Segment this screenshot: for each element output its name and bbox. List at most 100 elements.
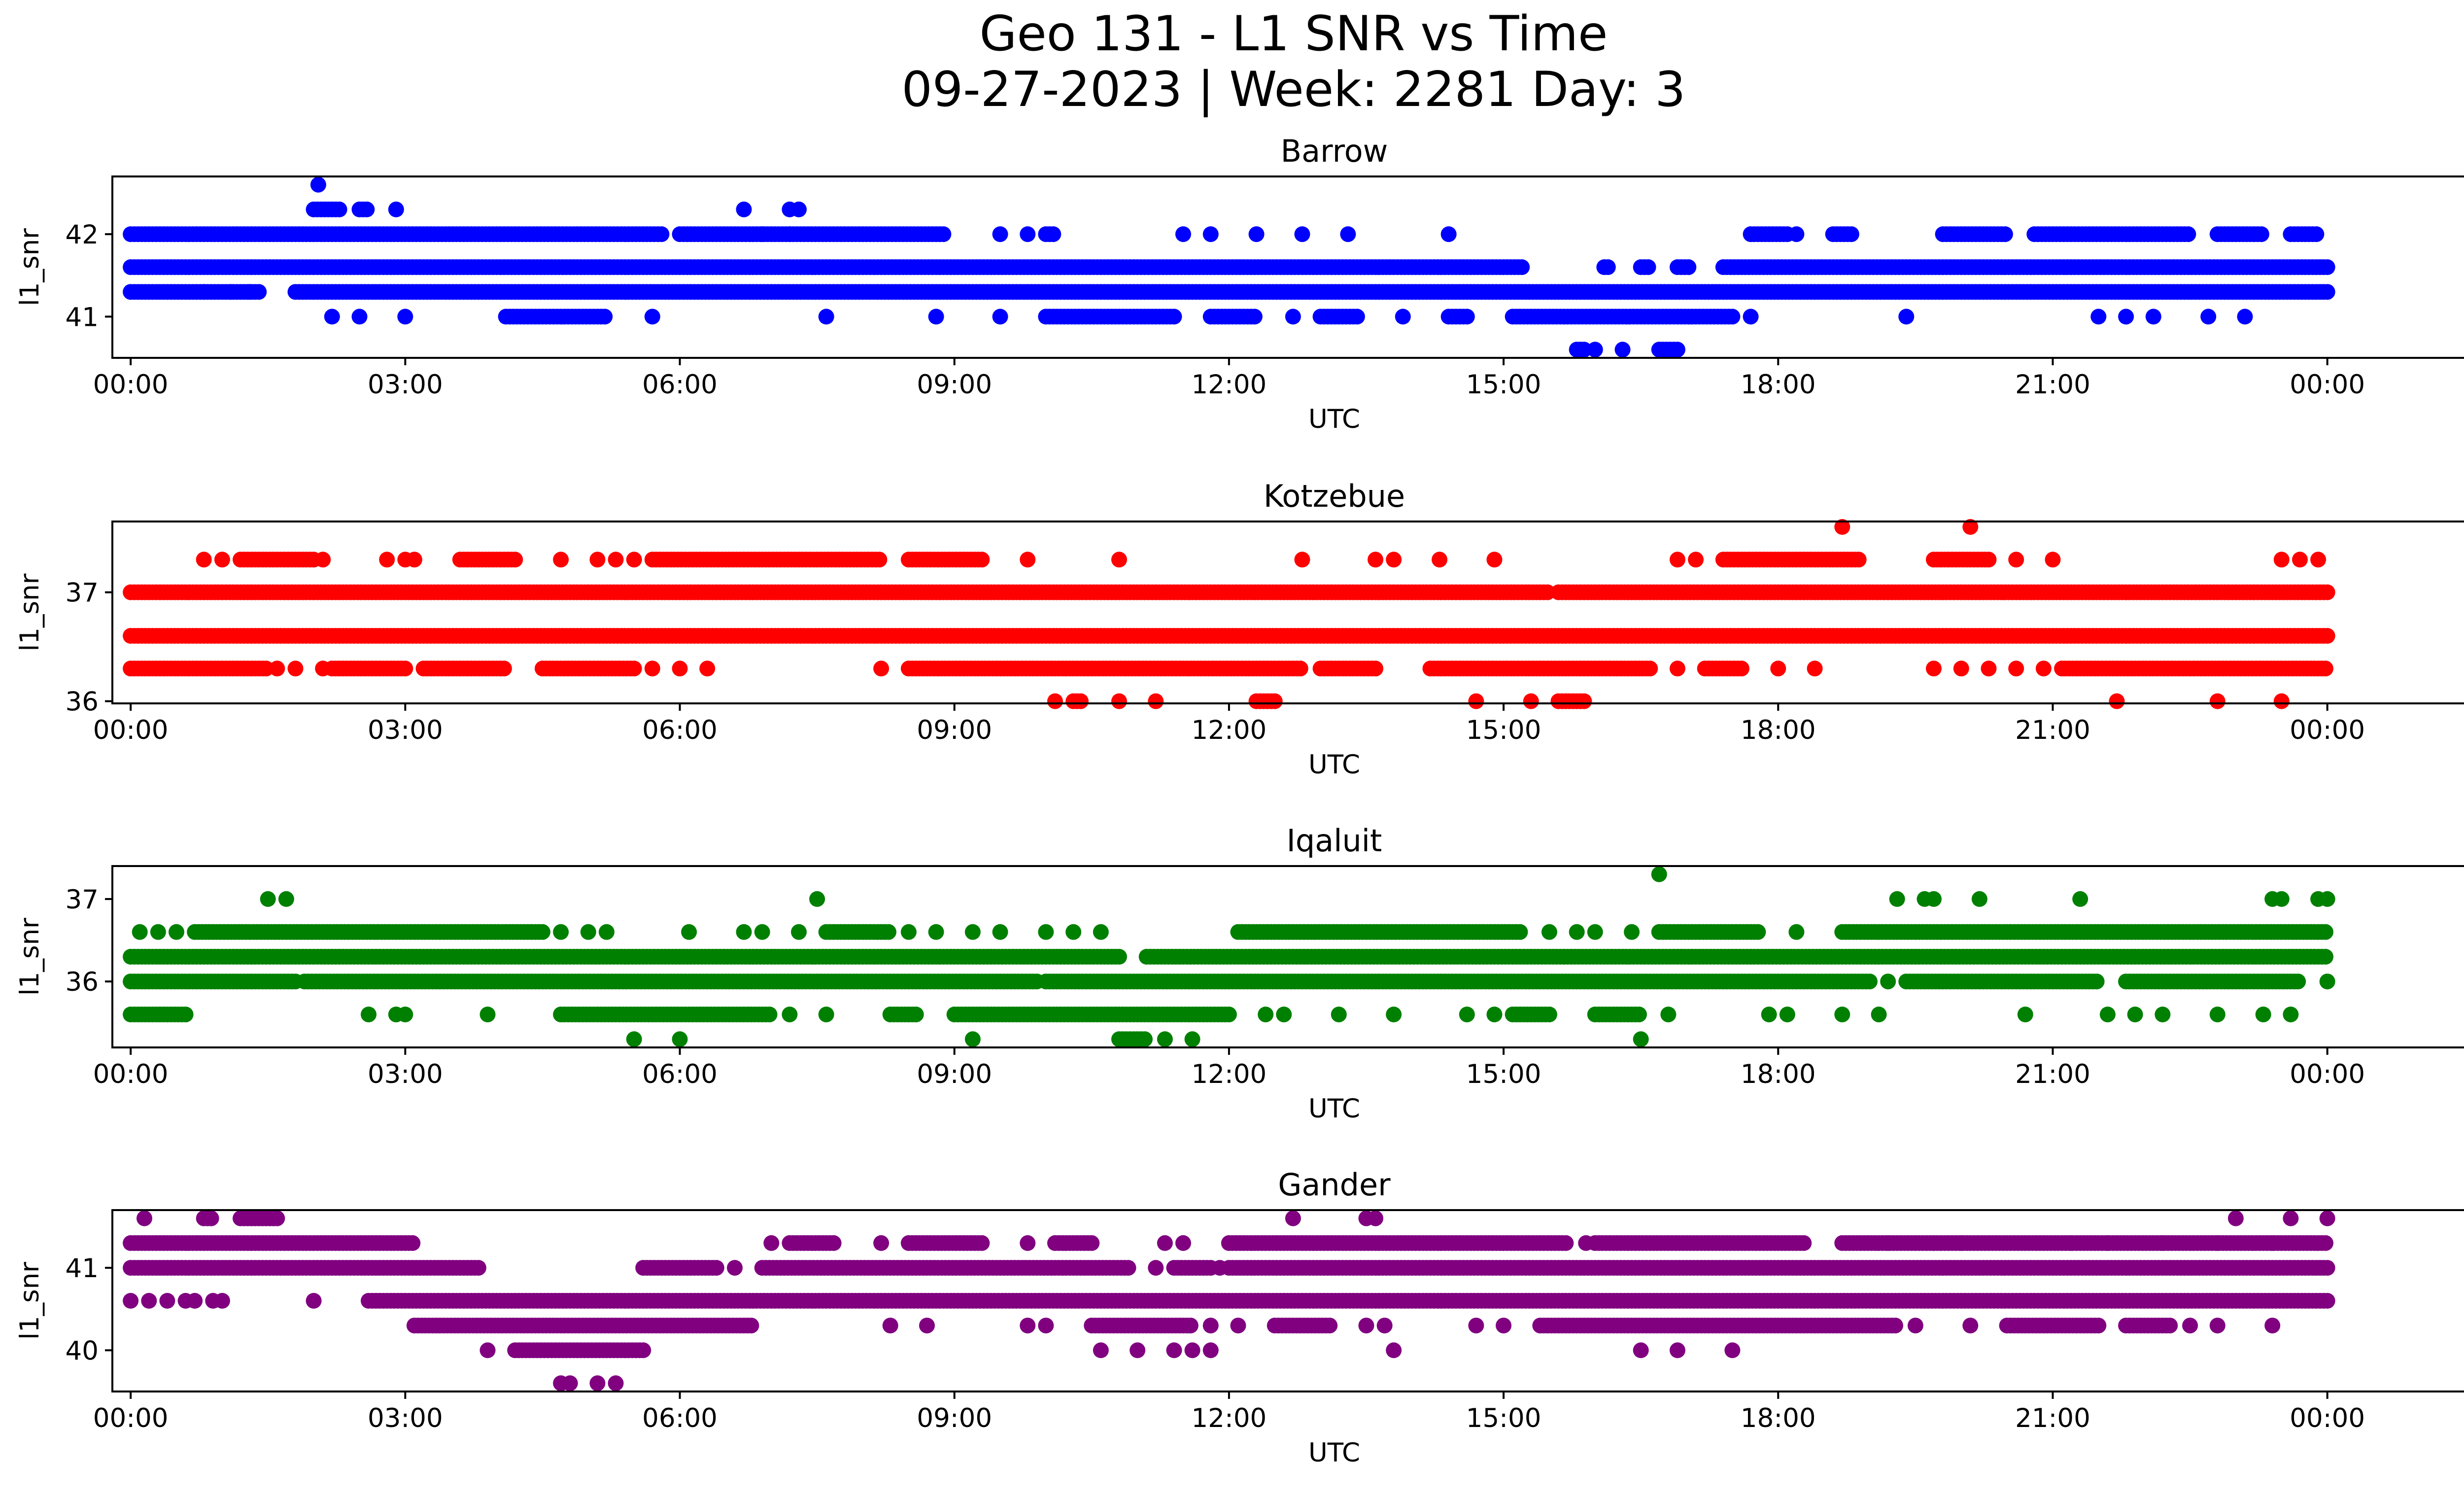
barrow-point [1514,259,1530,275]
barrow-point [1202,226,1219,243]
barrow-y-tick-label: 41 [66,302,99,332]
kotzebue-point [315,661,331,677]
barrow-point [1440,226,1457,243]
kotzebue-point [1386,552,1402,568]
kotzebue-point [1807,661,1823,677]
kotzebue-points [123,519,2335,709]
figure-title-line2: 09-27-2023 | Week: 2281 Day: 3 [902,62,1686,118]
kotzebue-point [1468,693,1484,709]
kotzebue-point [1020,552,1036,568]
kotzebue-x-tick-label: 15:00 [1466,715,1541,745]
iqaluit-point [1512,924,1528,940]
barrow-point [2118,309,2134,325]
barrow-x-tick-label: 21:00 [2015,370,2090,400]
barrow-point [2145,309,2161,325]
barrow-point [2180,226,2196,243]
iqaluit-point [2318,949,2333,965]
iqaluit-point [1750,924,1766,940]
kotzebue-point [496,661,512,677]
kotzebue-y-tick-label: 37 [66,578,99,608]
barrow-point [935,226,952,243]
barrow-point [2237,309,2253,325]
kotzebue-x-tick-label: 18:00 [1741,715,1816,745]
barrow-point [196,284,212,300]
barrow-point [1614,342,1631,358]
barrow-point [310,176,326,193]
kotzebue-point [608,552,624,568]
kotzebue-point [2008,661,2024,677]
barrow-point [1670,342,1685,358]
barrow-point [331,201,347,217]
kotzebue-point [196,552,212,568]
barrow-point [736,201,752,217]
kotzebue-y-axis-label: l1_snr [15,573,45,651]
kotzebue-point [1926,661,1942,677]
barrow-point [1459,309,1475,325]
barrow-point [1843,226,1859,243]
barrow-point [2308,226,2325,243]
barrow-point [782,226,798,243]
barrow-point [1166,309,1182,325]
iqaluit-point [1862,973,1878,990]
kotzebue-point [1266,693,1283,709]
kotzebue-y-tick-label: 36 [66,687,99,717]
kotzebue-point [589,552,606,568]
barrow-point [1285,309,1301,325]
barrow-x-tick-label: 06:00 [642,370,718,400]
barrow-point [1349,309,1365,325]
barrow-title: Barrow [1281,133,1388,169]
kotzebue-point [315,552,331,568]
kotzebue-point [873,661,890,677]
iqaluit-point [1111,949,1127,965]
kotzebue-point [1850,552,1867,568]
barrow-point [818,309,834,325]
barrow-x-tick-label: 12:00 [1192,370,1267,400]
barrow-point [2319,259,2335,275]
kotzebue-point [974,552,990,568]
kotzebue-point [871,552,888,568]
barrow-point [1600,259,1616,275]
barrow-point [1788,226,1805,243]
kotzebue-point [1523,693,1539,709]
barrow-point [754,226,770,243]
kotzebue-point [287,661,304,677]
kotzebue-point [269,661,285,677]
kotzebue-point [2318,661,2333,677]
kotzebue-point [406,552,422,568]
barrow-point [351,309,368,325]
barrow-point [1898,309,1915,325]
kotzebue-point [1148,693,1164,709]
barrow-point [928,309,944,325]
kotzebue-point [1770,661,1786,677]
barrow-point [1743,309,1759,325]
barrow-y-axis-label: l1_snr [15,228,45,306]
kotzebue-point [1981,661,1997,677]
barrow-point [1724,309,1741,325]
barrow-point [1680,259,1697,275]
barrow-point [791,201,807,217]
kotzebue-x-tick-label: 12:00 [1192,715,1267,745]
barrow-x-tick-label: 09:00 [917,370,992,400]
kotzebue-point [397,661,413,677]
barrow-point [2319,284,2335,300]
iqaluit-title: Iqaluit [1287,823,1382,859]
kotzebue-point [1688,552,1704,568]
barrow-x-tick-label: 18:00 [1741,370,1816,400]
kotzebue-point [507,552,523,568]
kotzebue-x-tick-label: 00:00 [93,715,169,745]
kotzebue-point [672,661,688,677]
kotzebue-point [214,552,230,568]
kotzebue-point [2319,628,2335,644]
kotzebue-point [1368,552,1384,568]
iqaluit-point [2319,973,2335,990]
iqaluit-point [1880,973,1896,990]
kotzebue-point [1432,552,1448,568]
barrow-point [1640,259,1656,275]
barrow-point [1175,226,1191,243]
kotzebue-x-tick-label: 21:00 [2015,715,2090,745]
barrow-axes-frame [111,175,2464,359]
kotzebue-point [1670,661,1685,677]
